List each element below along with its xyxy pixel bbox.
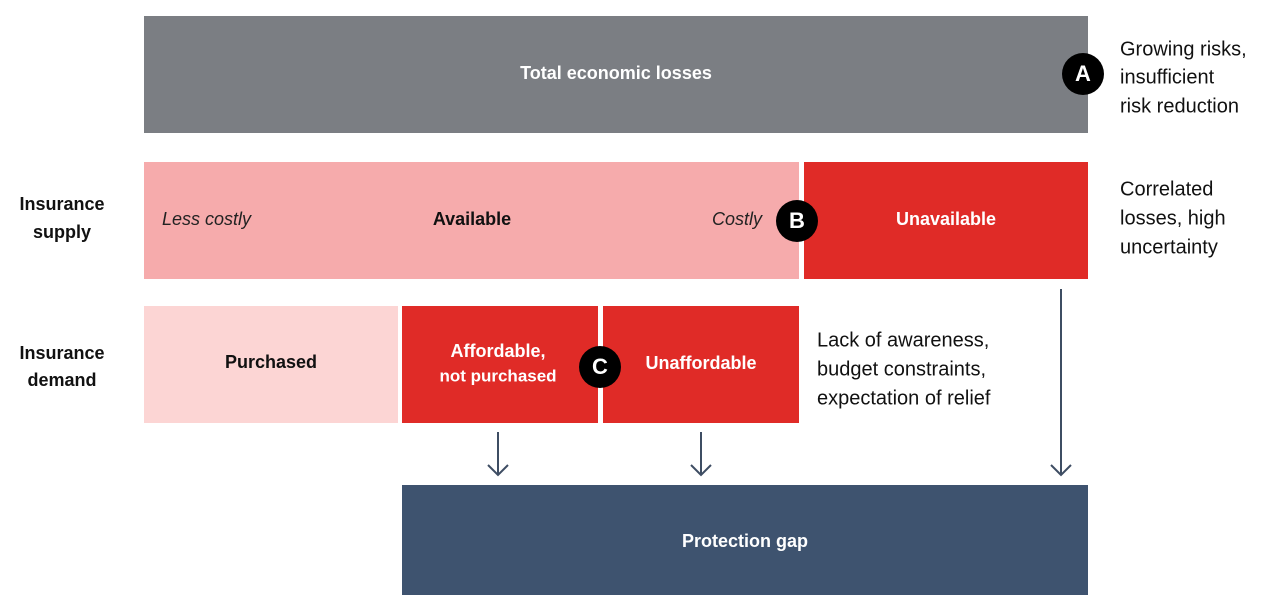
unavailable-label: Unavailable xyxy=(896,209,996,229)
unavailable-box xyxy=(804,162,1088,279)
note: Correlated xyxy=(1120,178,1213,200)
badge-label: C xyxy=(592,354,608,379)
available-label: Available xyxy=(433,209,511,229)
row-label: Insurance xyxy=(19,194,104,214)
purchased-box xyxy=(144,306,398,423)
gap-box xyxy=(402,485,1088,595)
row-label: supply xyxy=(33,222,91,242)
row-label: Insurance xyxy=(19,343,104,363)
badge-label: A xyxy=(1075,61,1091,86)
note: expectation of relief xyxy=(817,387,991,409)
note: Lack of awareness, xyxy=(817,329,989,351)
total-box xyxy=(144,16,1088,133)
costly: Costly xyxy=(712,209,763,229)
less-costly: Less costly xyxy=(162,209,252,229)
available-box xyxy=(144,162,799,279)
badge-label: B xyxy=(789,208,805,233)
total-label: Total economic losses xyxy=(520,63,712,83)
badge xyxy=(1062,53,1104,95)
note: uncertainty xyxy=(1120,236,1218,258)
note: insufficient xyxy=(1120,66,1215,88)
affordable-label: not purchased xyxy=(439,366,556,385)
note: budget constraints, xyxy=(817,358,986,380)
note: losses, high xyxy=(1120,207,1226,229)
arrows xyxy=(487,289,1072,477)
gap-label: Protection gap xyxy=(682,531,808,551)
affordable-label: Affordable, xyxy=(450,341,545,361)
affordable-box xyxy=(402,306,598,423)
row-label: demand xyxy=(27,370,96,390)
unaffordable-box xyxy=(603,306,799,423)
note: Growing risks, xyxy=(1120,38,1247,60)
badge xyxy=(579,346,621,388)
purchased-label: Purchased xyxy=(225,352,317,372)
unaffordable-label: Unaffordable xyxy=(645,353,756,373)
note: risk reduction xyxy=(1120,95,1239,117)
badge xyxy=(776,200,818,242)
